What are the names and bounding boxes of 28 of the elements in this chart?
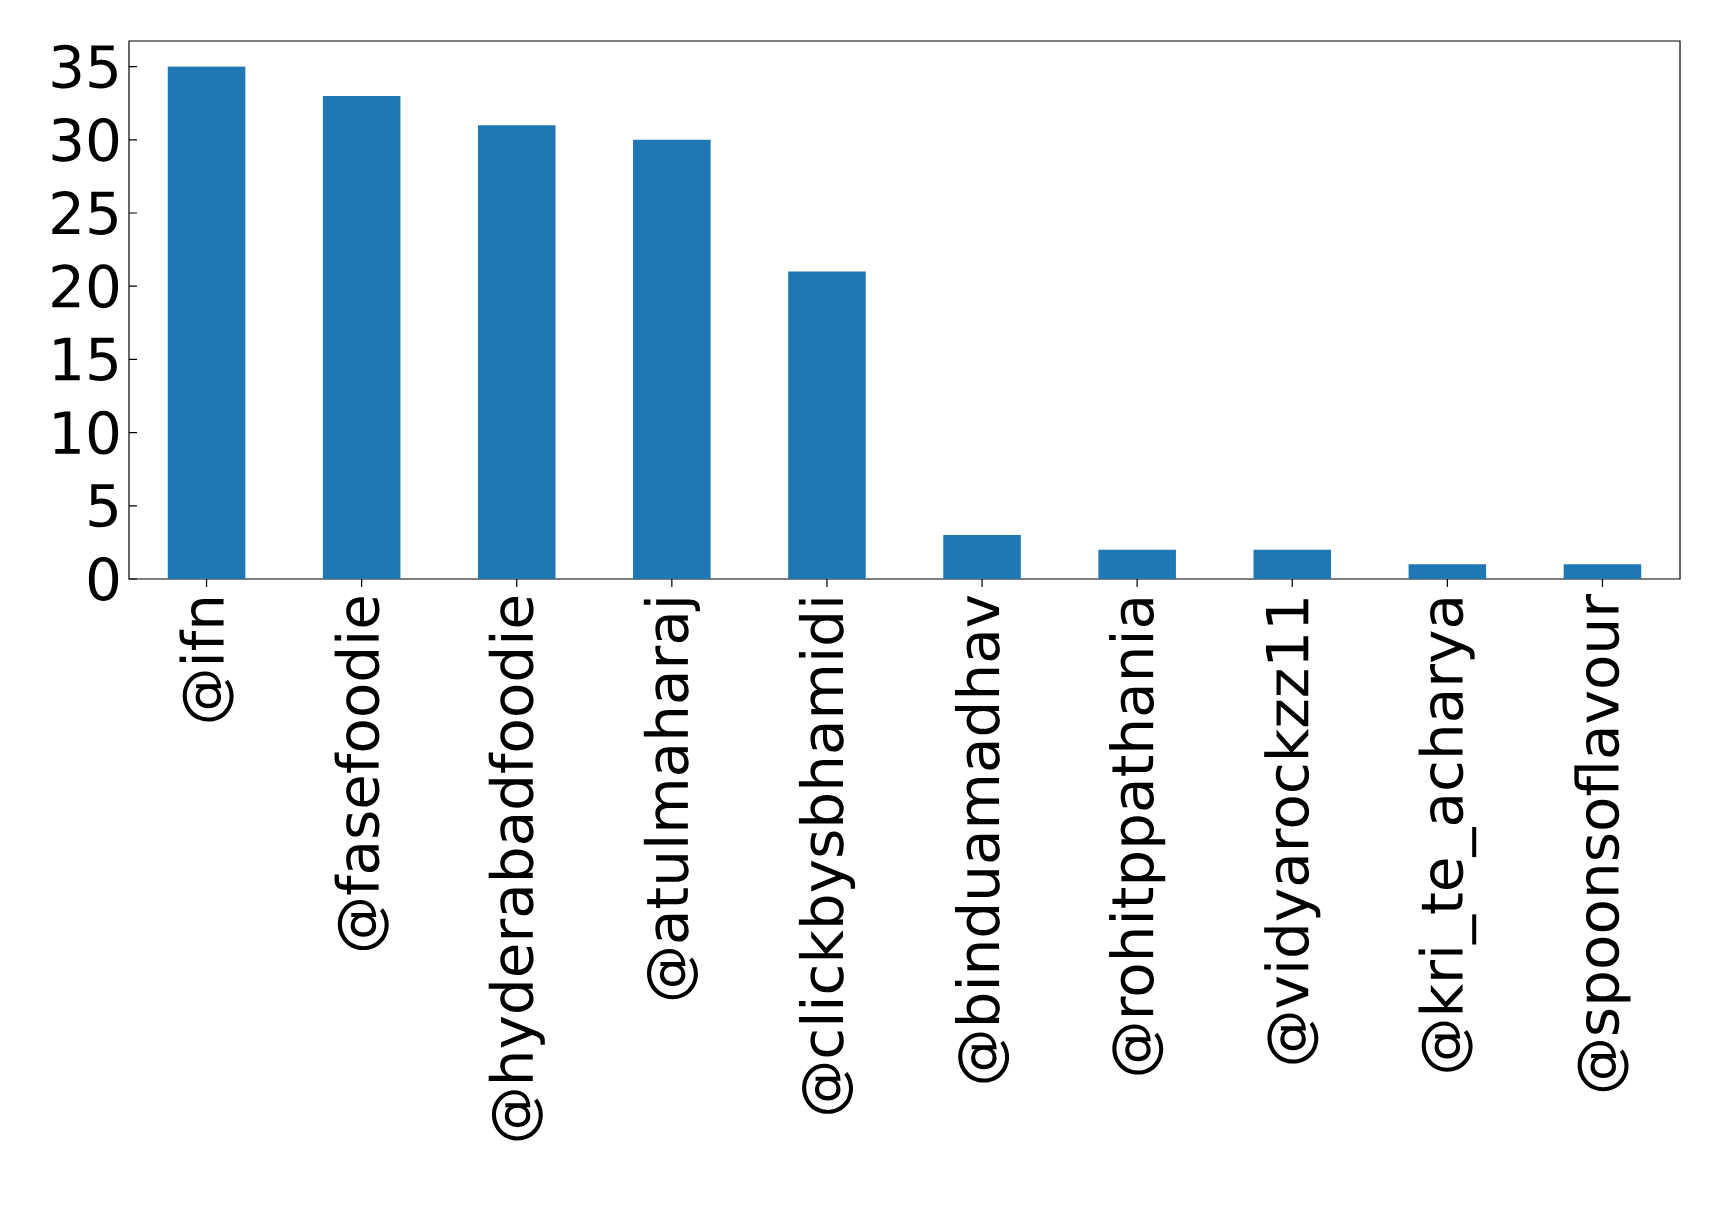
bar bbox=[477, 125, 556, 579]
x-tick-label: @binduamadhav bbox=[954, 595, 1010, 1083]
bar bbox=[1253, 549, 1332, 579]
x-tick-label: @vidyarockzz11 bbox=[1264, 599, 1321, 1064]
x-tick-label: @spoonsoflavour bbox=[1574, 593, 1631, 1092]
y-tick-label: 25 bbox=[52, 191, 117, 235]
y-tick-label: 30 bbox=[52, 117, 119, 162]
bar bbox=[788, 271, 866, 579]
y-tick-label: 35 bbox=[52, 44, 117, 89]
y-tick-label: 15 bbox=[54, 337, 117, 381]
y-tick-label: 10 bbox=[54, 410, 119, 455]
y-tick-label: 5 bbox=[89, 484, 117, 528]
bar bbox=[1098, 549, 1176, 579]
x-tick-label: @rohitppathania bbox=[1109, 599, 1166, 1075]
y-tick-label: 20 bbox=[52, 264, 119, 309]
y-tick-label: 0 bbox=[88, 557, 119, 601]
bar bbox=[167, 66, 246, 579]
x-tick-label: @clickbysbhamidi bbox=[798, 599, 856, 1114]
x-tick-label: @atulmaharaj bbox=[643, 599, 700, 1000]
bar bbox=[1563, 564, 1642, 579]
x-tick-label: @kri_te_acharya bbox=[1418, 599, 1477, 1072]
bar bbox=[1408, 564, 1487, 579]
bar bbox=[322, 95, 401, 579]
x-tick-label: @fasefoodie bbox=[334, 597, 389, 951]
x-tick-label: @hyderabadfoodie bbox=[488, 597, 545, 1141]
bar bbox=[633, 139, 711, 579]
x-tick-label: @ifn bbox=[179, 598, 234, 722]
bar bbox=[943, 535, 1021, 579]
